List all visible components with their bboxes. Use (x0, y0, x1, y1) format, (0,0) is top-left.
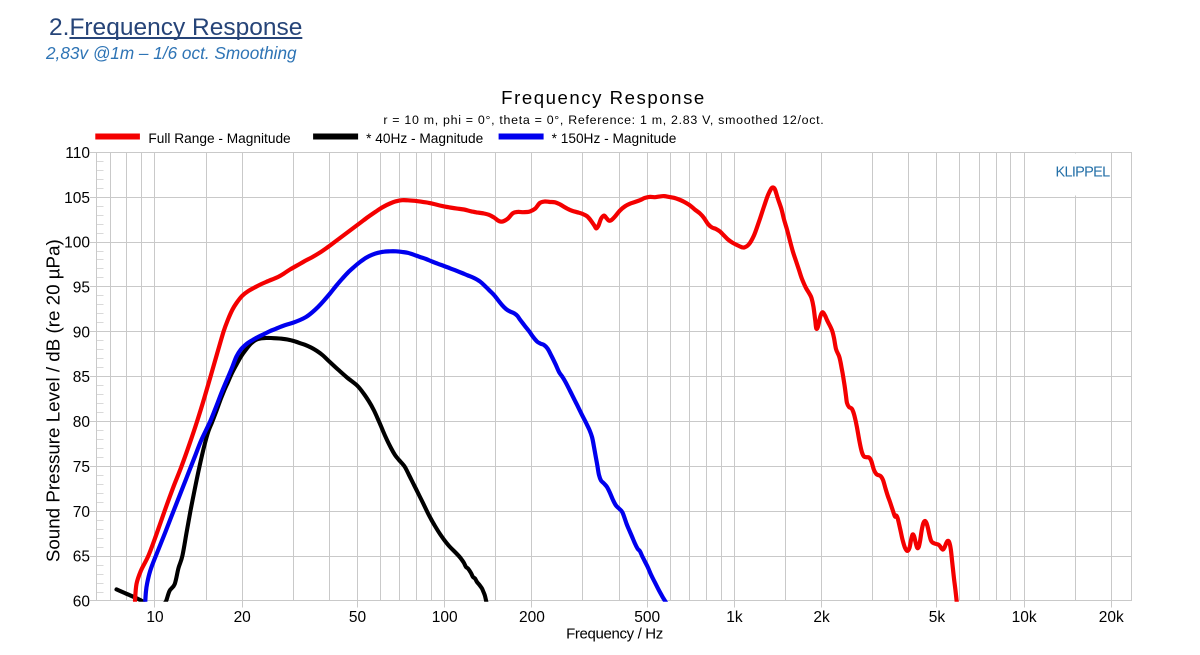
svg-text:500: 500 (634, 609, 660, 626)
svg-text:20: 20 (234, 609, 252, 626)
svg-text:10: 10 (146, 609, 164, 626)
svg-text:5k: 5k (929, 609, 946, 626)
svg-text:100: 100 (432, 609, 458, 626)
svg-text:10k: 10k (1012, 609, 1037, 626)
svg-text:* 40Hz - Magnitude: * 40Hz - Magnitude (366, 131, 483, 146)
svg-text:95: 95 (73, 280, 90, 297)
svg-text:50: 50 (349, 609, 367, 626)
svg-text:Frequency / Hz: Frequency / Hz (566, 626, 663, 643)
svg-text:200: 200 (519, 609, 545, 626)
svg-text:2k: 2k (813, 609, 830, 626)
svg-text:70: 70 (73, 504, 91, 521)
svg-text:110: 110 (65, 145, 90, 162)
svg-text:60: 60 (73, 594, 91, 611)
svg-text:80: 80 (73, 414, 91, 431)
svg-text:Full Range - Magnitude: Full Range - Magnitude (148, 131, 290, 146)
svg-text:75: 75 (73, 459, 90, 476)
svg-text:KLIPPEL: KLIPPEL (1056, 165, 1111, 181)
svg-text:* 150Hz - Magnitude: * 150Hz - Magnitude (552, 131, 677, 146)
svg-text:85: 85 (73, 369, 90, 386)
svg-text:r = 10 m, phi = 0°, theta = 0°: r = 10 m, phi = 0°, theta = 0°, Referenc… (383, 113, 824, 127)
svg-text:100: 100 (64, 235, 90, 252)
svg-text:Frequency Response: Frequency Response (501, 87, 706, 108)
svg-text:65: 65 (73, 549, 90, 566)
svg-text:Sound Pressure Level / dB (re: Sound Pressure Level / dB (re 20 µPa) (43, 239, 64, 562)
svg-text:20k: 20k (1099, 609, 1124, 626)
svg-text:90: 90 (73, 324, 91, 341)
svg-text:1k: 1k (726, 609, 743, 626)
svg-text:105: 105 (64, 190, 90, 207)
